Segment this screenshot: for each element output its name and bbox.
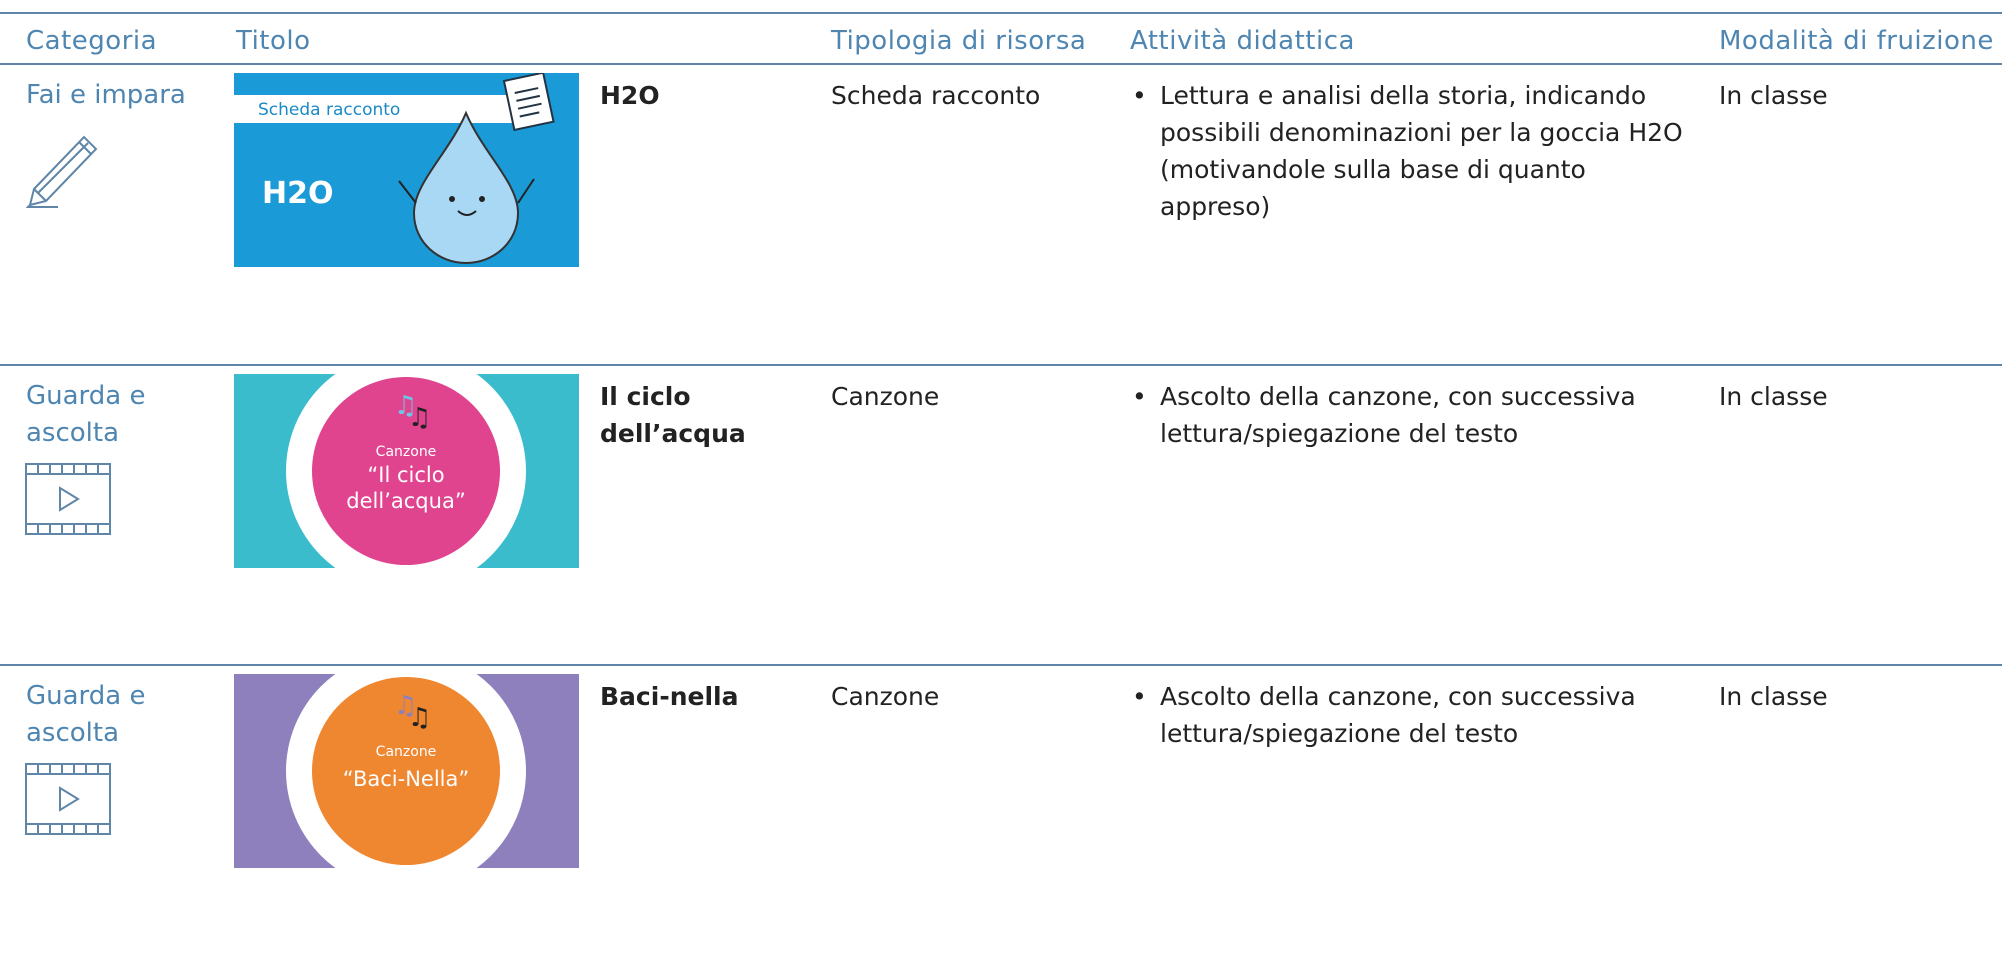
column-header: Titolo: [236, 26, 311, 56]
video-icon: [25, 763, 111, 835]
pencil-icon: [25, 135, 98, 208]
category: Fai e impara: [26, 80, 186, 110]
category: Guarda e ascolta: [26, 681, 146, 748]
row-rule: [0, 364, 2002, 366]
thumbnail-label: Canzone: [376, 744, 437, 760]
row-rule: [0, 664, 2002, 666]
table-row: Fai e impara Scheda racconto H2O H2O Sch…: [0, 63, 2002, 363]
svg-text:♫: ♫: [394, 691, 417, 721]
column-header: Tipologia di risorsa: [831, 26, 1087, 56]
row-rule: [0, 63, 2002, 65]
thumbnail-caption: “Il ciclo dell’acqua”: [346, 463, 466, 513]
resource-title: Il ciclo dell’acqua: [600, 382, 746, 448]
svg-text:♫: ♫: [394, 391, 417, 421]
thumbnail-caption: “Baci-Nella”: [343, 767, 470, 791]
video-icon: [25, 463, 111, 535]
resource-title: Baci-nella: [600, 682, 739, 711]
activity: Lettura e analisi della storia, indicand…: [1130, 77, 1690, 225]
resource-type: Canzone: [831, 382, 940, 411]
header-rule: [0, 12, 2002, 14]
thumbnail: ♫ ♫ Canzone “Il ciclo dell’acqua”: [234, 374, 579, 568]
thumbnail-label: Scheda racconto: [258, 100, 400, 120]
mode: In classe: [1719, 81, 1828, 110]
table-row: Guarda e ascolta ♫ ♫ Canzone “Il ciclo d…: [0, 364, 2002, 664]
activity: Ascolto della canzone, con successiva le…: [1130, 678, 1690, 752]
resource-type: Scheda racconto: [831, 81, 1041, 110]
column-header: Categoria: [26, 26, 158, 56]
column-header: Attività didattica: [1130, 26, 1355, 56]
table-row: Guarda e ascolta ♫ ♫ Canzone “Baci-Nella…: [0, 664, 2002, 964]
mode: In classe: [1719, 382, 1828, 411]
svg-text:♫: ♫: [408, 703, 431, 733]
thumbnail: ♫ ♫ Canzone “Baci-Nella”: [234, 674, 579, 868]
resource-type: Canzone: [831, 682, 940, 711]
column-header: Modalità di fruizione: [1719, 26, 1994, 56]
thumbnail-label: Canzone: [376, 444, 437, 460]
activity: Ascolto della canzone, con successiva le…: [1130, 378, 1690, 452]
mode: In classe: [1719, 682, 1828, 711]
category: Guarda e ascolta: [26, 381, 146, 448]
svg-text:♫: ♫: [408, 403, 431, 433]
thumbnail-caption: H2O: [262, 176, 333, 211]
thumbnail: Scheda racconto H2O: [234, 73, 579, 267]
resource-title: H2O: [600, 81, 660, 110]
